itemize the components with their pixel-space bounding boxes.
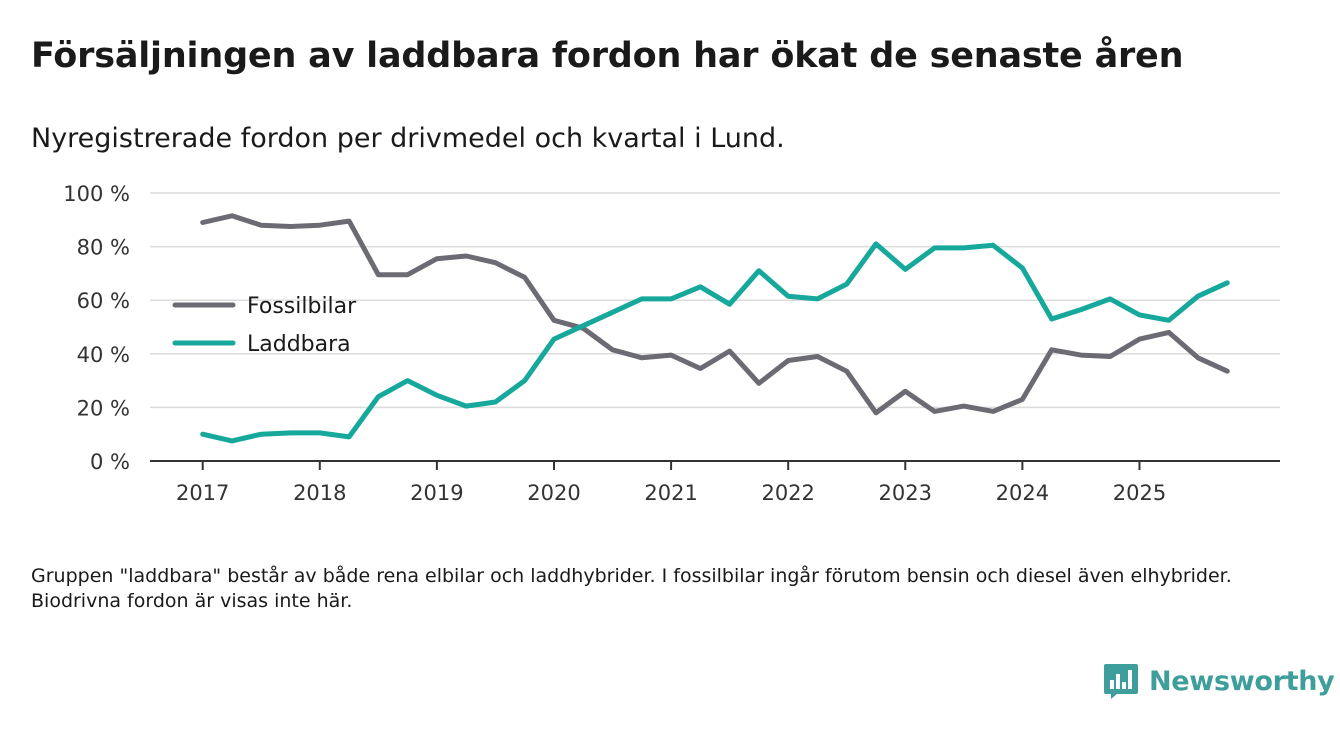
legend: Fossilbilar Laddbara (172, 294, 357, 357)
newsworthy-logo[interactable]: Newsworthy (1103, 662, 1335, 700)
x-tick-label: 2022 (761, 481, 814, 505)
chart-title: Försäljningen av laddbara fordon har öka… (31, 36, 1184, 76)
x-tick-label: 2023 (879, 481, 932, 505)
x-tick-label: 2017 (176, 481, 229, 505)
legend-label-fossilbilar: Fossilbilar (247, 294, 357, 319)
x-tick-label: 2019 (410, 481, 463, 505)
series-line-fossilbilar (200, 213, 1230, 416)
chart-series (200, 213, 1230, 444)
y-axis-ticks: 0 % 20 % 40 % 60 % 80 % 100 % (63, 182, 130, 474)
chart-subtitle: Nyregistrerade fordon per drivmedel och … (31, 123, 785, 154)
legend-label-laddbara: Laddbara (247, 332, 351, 357)
x-tick-label: 2020 (527, 481, 580, 505)
footnote: Gruppen "laddbara" består av både rena e… (31, 565, 1232, 612)
y-tick-label: 0 % (90, 450, 130, 474)
x-tick-label: 2024 (996, 481, 1049, 505)
x-axis: 2017 2018 2019 2020 2021 2022 2023 2024 2025 (150, 460, 1280, 505)
series-line-laddbara (200, 241, 1230, 444)
y-tick-label: 80 % (77, 236, 130, 260)
newsworthy-bar-icon (1104, 664, 1138, 699)
x-tick-label: 2018 (293, 481, 346, 505)
y-tick-label: 20 % (77, 396, 130, 420)
y-tick-label: 100 % (63, 182, 130, 206)
x-tick-label: 2025 (1113, 481, 1166, 505)
x-tick-label: 2021 (644, 481, 697, 505)
y-tick-label: 40 % (77, 343, 130, 367)
brand-name: Newsworthy (1149, 665, 1335, 697)
y-tick-label: 60 % (77, 289, 130, 313)
